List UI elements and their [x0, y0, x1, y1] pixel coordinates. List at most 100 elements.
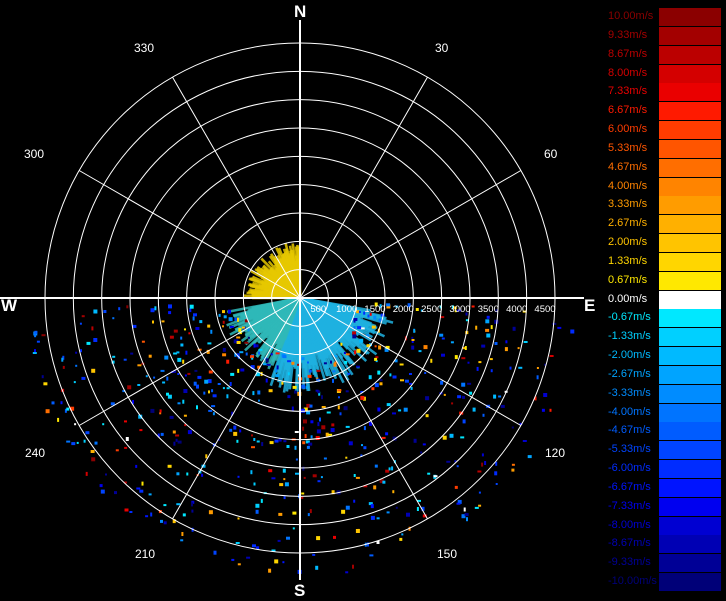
- bearing-30: 30: [435, 41, 448, 55]
- velocity-bin: [441, 354, 445, 357]
- legend-label: -4.00m/s: [608, 406, 651, 418]
- velocity-bin: [255, 504, 259, 508]
- legend-label: 7.33m/s: [608, 85, 647, 97]
- velocity-bin: [399, 538, 402, 541]
- velocity-bin: [423, 443, 426, 445]
- velocity-bin: [257, 391, 260, 395]
- velocity-bin: [210, 330, 212, 334]
- legend-row: 6.00m/s: [604, 121, 726, 140]
- velocity-bin: [63, 366, 65, 369]
- velocity-bin: [135, 465, 137, 468]
- velocity-bin: [405, 380, 409, 383]
- velocity-bin: [166, 377, 168, 381]
- velocity-bin: [269, 389, 273, 392]
- velocity-bin: [277, 365, 279, 369]
- velocity-bin: [226, 394, 228, 398]
- velocity-bin: [331, 423, 334, 426]
- velocity-bin: [400, 364, 404, 366]
- bearing-150: 150: [437, 547, 457, 561]
- velocity-bin: [324, 362, 327, 364]
- legend-row: -8.00m/s: [604, 517, 726, 536]
- velocity-bin: [324, 458, 327, 460]
- velocity-bin: [465, 513, 469, 516]
- velocity-bin: [190, 305, 194, 309]
- velocity-bin: [455, 486, 458, 489]
- legend-swatch: [659, 422, 721, 440]
- velocity-bin: [177, 358, 181, 362]
- velocity-bin: [251, 446, 255, 448]
- velocity-bin: [239, 429, 241, 432]
- velocity-bin: [371, 387, 374, 390]
- ring-label: 1000: [336, 304, 357, 315]
- velocity-bin: [537, 367, 539, 369]
- velocity-bin: [501, 405, 505, 408]
- legend-swatch: [659, 65, 721, 83]
- ring-label: 2000: [393, 304, 414, 315]
- velocity-bin: [387, 511, 390, 513]
- velocity-bin: [152, 321, 154, 324]
- velocity-bin: [331, 428, 335, 432]
- velocity-bin: [100, 484, 103, 487]
- velocity-bin: [160, 409, 162, 412]
- legend-swatch: [659, 140, 721, 158]
- velocity-bin: [301, 409, 305, 413]
- legend-swatch: [659, 8, 721, 26]
- velocity-bin: [230, 326, 234, 328]
- velocity-bin: [283, 440, 286, 442]
- velocity-bin: [75, 352, 77, 354]
- velocity-bin: [256, 510, 259, 514]
- velocity-bin: [142, 341, 145, 343]
- velocity-bin: [176, 472, 179, 475]
- legend-swatch: [659, 404, 721, 422]
- velocity-bin: [282, 561, 284, 563]
- bearing-60: 60: [544, 147, 557, 161]
- bearing-300: 300: [24, 147, 44, 161]
- legend-swatch: [659, 517, 721, 535]
- velocity-bin: [494, 320, 498, 324]
- legend-swatch: [659, 366, 721, 384]
- velocity-bin: [52, 401, 55, 404]
- legend-label: -8.00m/s: [608, 519, 651, 531]
- velocity-bin: [174, 330, 178, 333]
- velocity-bin: [284, 496, 286, 499]
- velocity-bin: [464, 508, 466, 512]
- velocity-bin: [406, 513, 410, 517]
- velocity-bin: [168, 465, 172, 468]
- velocity-bin: [173, 431, 176, 434]
- velocity-bin: [150, 513, 152, 517]
- velocity-bin: [254, 344, 256, 348]
- velocity-bin: [74, 423, 76, 425]
- velocity-bin: [386, 303, 390, 306]
- velocity-bin: [160, 520, 163, 523]
- velocity-bin: [173, 442, 175, 446]
- velocity-bin: [124, 420, 127, 422]
- velocity-bin: [462, 396, 465, 399]
- velocity-bin: [283, 478, 285, 480]
- velocity-bin: [352, 565, 354, 569]
- velocity-bin: [491, 369, 493, 372]
- velocity-bin: [34, 333, 36, 337]
- velocity-bin: [283, 355, 287, 358]
- velocity-bin: [353, 500, 355, 503]
- velocity-bin: [153, 377, 155, 379]
- velocity-bin: [419, 350, 422, 352]
- velocity-bin: [302, 441, 305, 444]
- velocity-bin: [237, 318, 239, 322]
- velocity-bin: [315, 566, 318, 570]
- velocity-bin: [85, 431, 89, 434]
- legend-row: 4.00m/s: [604, 178, 726, 197]
- velocity-bin: [537, 375, 539, 379]
- velocity-bin: [316, 536, 320, 540]
- velocity-bin: [42, 334, 46, 336]
- velocity-bin: [251, 358, 253, 360]
- velocity-bin: [417, 507, 419, 511]
- velocity-bin: [356, 366, 360, 368]
- legend-row: 10.00m/s: [604, 8, 726, 27]
- velocity-bin: [505, 340, 507, 343]
- velocity-bin: [338, 396, 340, 398]
- legend-swatch: [659, 479, 721, 497]
- velocity-bin: [43, 382, 47, 385]
- velocity-bin: [392, 490, 394, 493]
- velocity-bin: [268, 469, 272, 472]
- legend-swatch: [659, 441, 721, 459]
